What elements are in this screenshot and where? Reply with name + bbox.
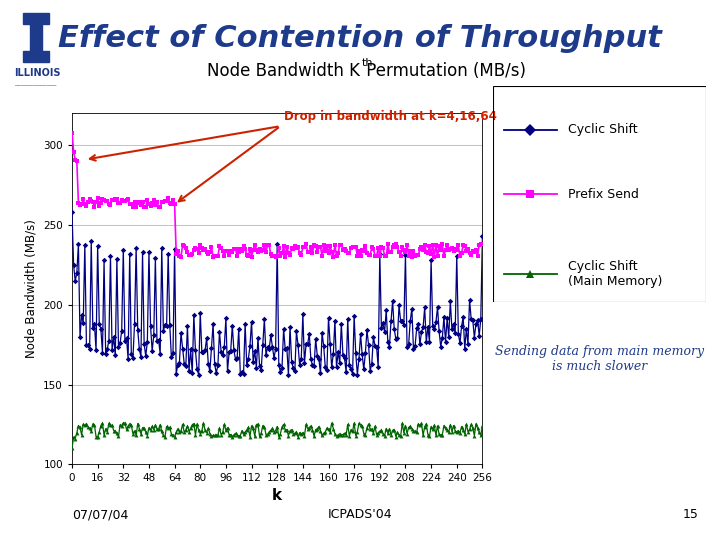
Text: Effect of Contention of Throughput: Effect of Contention of Throughput — [58, 24, 662, 53]
Text: 07/07/04: 07/07/04 — [72, 508, 128, 521]
Text: Permutation (MB/s): Permutation (MB/s) — [361, 62, 526, 80]
Text: Prefix Send: Prefix Send — [567, 188, 639, 201]
Text: Cyclic Shift
(Main Memory): Cyclic Shift (Main Memory) — [567, 260, 662, 288]
Text: ILLINOIS: ILLINOIS — [14, 68, 61, 78]
Bar — [23, 14, 49, 24]
Text: Sending data from main memory
is much slower: Sending data from main memory is much sl… — [495, 345, 704, 373]
Text: th: th — [361, 58, 373, 68]
Bar — [23, 51, 49, 62]
Text: Drop in bandwidth at k=4,16,64: Drop in bandwidth at k=4,16,64 — [284, 110, 497, 123]
Text: ICPADS'04: ICPADS'04 — [328, 508, 392, 521]
Bar — [30, 24, 42, 51]
Text: 15: 15 — [683, 508, 698, 521]
Text: Cyclic Shift: Cyclic Shift — [567, 123, 637, 136]
X-axis label: k: k — [272, 488, 282, 503]
Text: Node Bandwidth K: Node Bandwidth K — [207, 62, 360, 80]
Text: ─────────────: ───────────── — [14, 84, 57, 89]
Y-axis label: Node Bandwidth (MB/s): Node Bandwidth (MB/s) — [24, 219, 37, 359]
